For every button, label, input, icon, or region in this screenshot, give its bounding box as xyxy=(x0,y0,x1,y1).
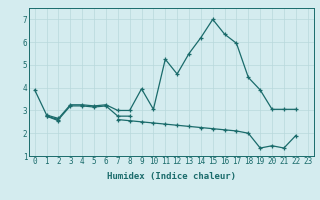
X-axis label: Humidex (Indice chaleur): Humidex (Indice chaleur) xyxy=(107,172,236,181)
